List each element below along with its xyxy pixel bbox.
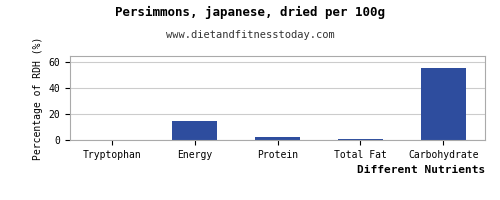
Text: Persimmons, japanese, dried per 100g: Persimmons, japanese, dried per 100g <box>115 6 385 19</box>
Y-axis label: Percentage of RDH (%): Percentage of RDH (%) <box>33 36 43 160</box>
Bar <box>420 68 466 140</box>
Bar <box>172 121 218 140</box>
Bar <box>338 139 383 140</box>
X-axis label: Different Nutrients: Different Nutrients <box>357 165 485 175</box>
Bar <box>254 137 300 140</box>
Text: www.dietandfitnesstoday.com: www.dietandfitnesstoday.com <box>166 30 334 40</box>
